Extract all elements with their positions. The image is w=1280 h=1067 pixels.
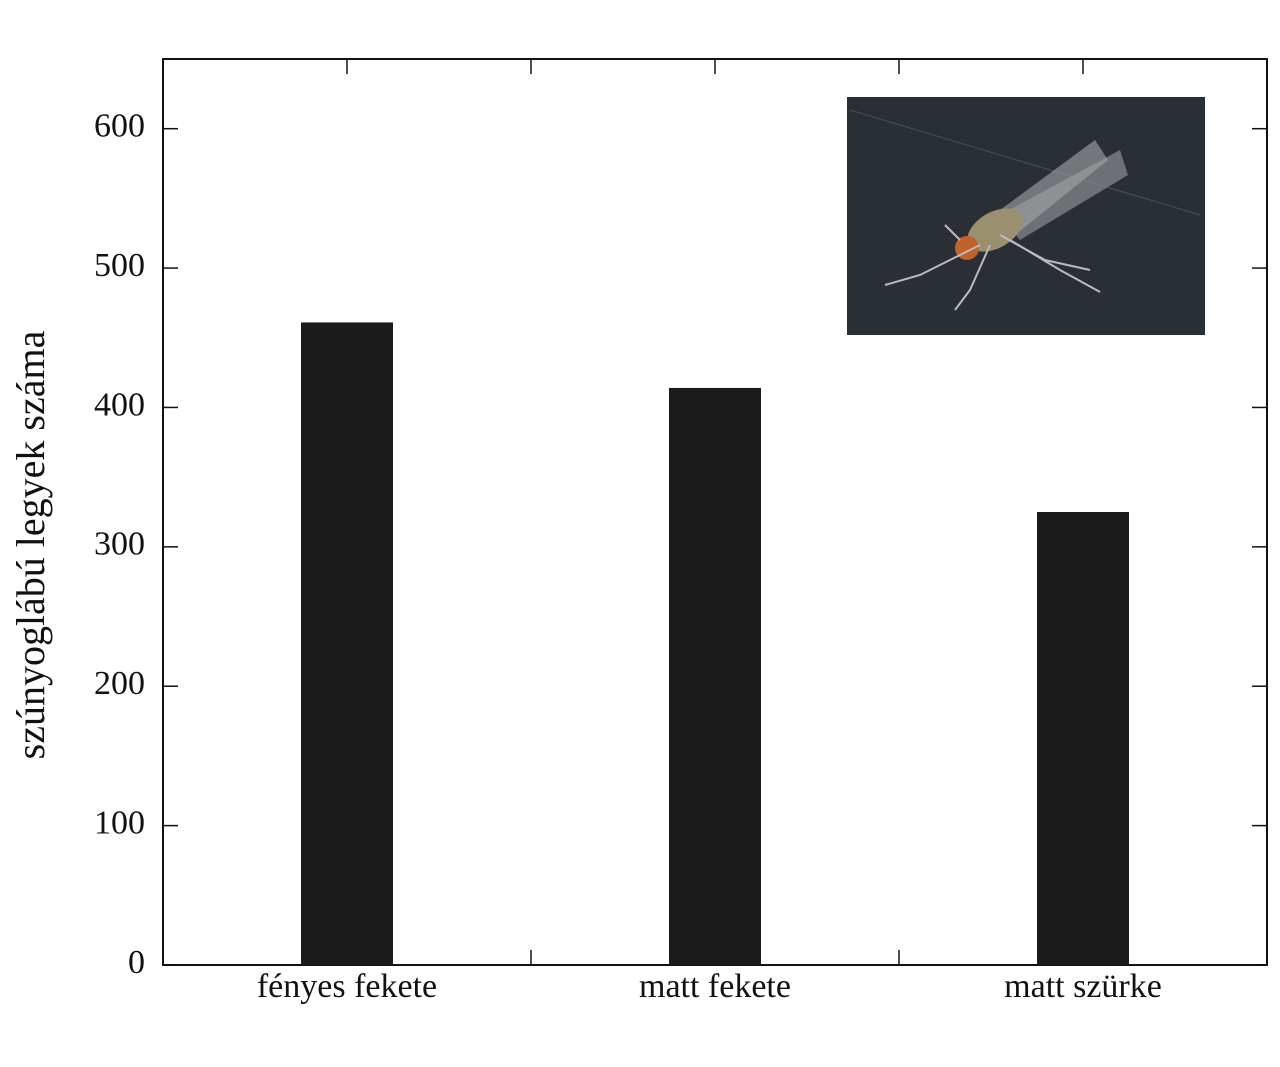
y-tick-label: 600	[94, 107, 145, 144]
y-tick-label: 500	[94, 247, 145, 284]
y-tick-label: 100	[94, 804, 145, 841]
inset-photo	[847, 97, 1205, 335]
bar	[669, 387, 761, 965]
bar	[301, 322, 393, 966]
y-tick-label: 300	[94, 526, 145, 563]
bar	[1037, 512, 1129, 965]
x-tick-label: fényes fekete	[257, 968, 437, 1005]
y-tick-label: 400	[94, 386, 145, 423]
x-tick-label: matt szürke	[1004, 968, 1162, 1005]
y-tick-label: 0	[128, 944, 145, 981]
y-axis-label: szúnyoglábú legyek száma	[8, 330, 53, 759]
x-tick-label: matt fekete	[639, 968, 791, 1005]
y-tick-label: 200	[94, 665, 145, 702]
